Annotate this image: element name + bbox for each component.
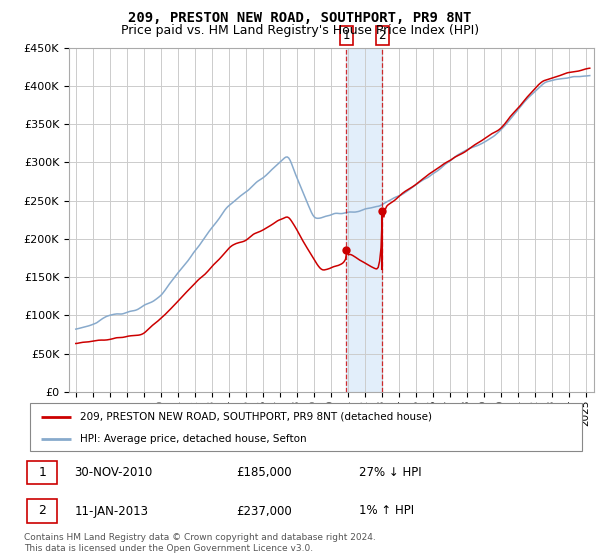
Bar — [346, 48, 382, 392]
Text: 1: 1 — [343, 30, 350, 43]
FancyBboxPatch shape — [27, 461, 58, 484]
Text: 209, PRESTON NEW ROAD, SOUTHPORT, PR9 8NT: 209, PRESTON NEW ROAD, SOUTHPORT, PR9 8N… — [128, 11, 472, 25]
Text: 30-NOV-2010: 30-NOV-2010 — [74, 466, 152, 479]
Text: £185,000: £185,000 — [236, 466, 292, 479]
Text: 11-JAN-2013: 11-JAN-2013 — [74, 505, 148, 517]
Text: HPI: Average price, detached house, Sefton: HPI: Average price, detached house, Seft… — [80, 434, 307, 444]
Text: 2: 2 — [379, 30, 386, 43]
Text: £237,000: £237,000 — [236, 505, 292, 517]
FancyBboxPatch shape — [30, 403, 582, 451]
Text: 209, PRESTON NEW ROAD, SOUTHPORT, PR9 8NT (detached house): 209, PRESTON NEW ROAD, SOUTHPORT, PR9 8N… — [80, 412, 431, 422]
Text: 27% ↓ HPI: 27% ↓ HPI — [359, 466, 421, 479]
Text: 2: 2 — [38, 505, 46, 517]
Text: Contains HM Land Registry data © Crown copyright and database right 2024.
This d: Contains HM Land Registry data © Crown c… — [24, 533, 376, 553]
Text: 1: 1 — [38, 466, 46, 479]
Text: Price paid vs. HM Land Registry's House Price Index (HPI): Price paid vs. HM Land Registry's House … — [121, 24, 479, 36]
FancyBboxPatch shape — [27, 500, 58, 522]
Text: 1% ↑ HPI: 1% ↑ HPI — [359, 505, 414, 517]
